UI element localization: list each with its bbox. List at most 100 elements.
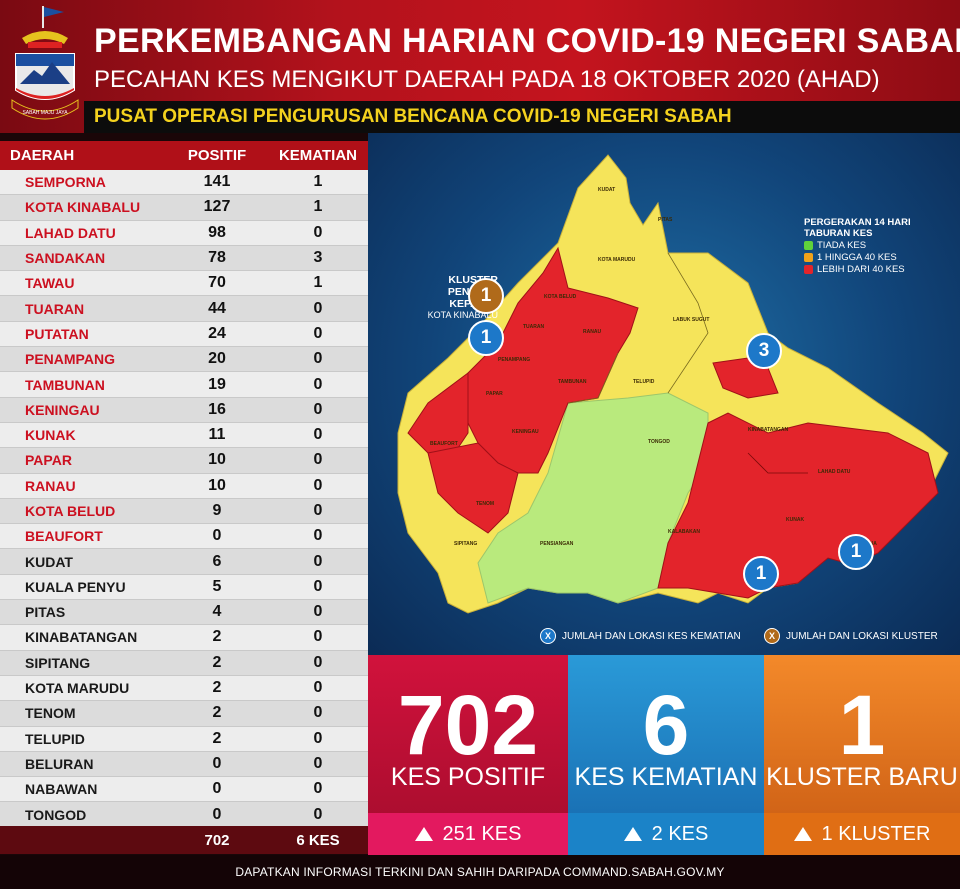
district-name: KUDAT <box>25 553 73 570</box>
table-row: SEMPORNA 141 1 <box>0 170 368 196</box>
positif-count: 2 <box>212 704 222 722</box>
label-tenom: TENOM <box>476 501 494 507</box>
table-row: NABAWAN 0 0 <box>0 777 368 803</box>
label-pitas: PITAS <box>658 217 673 223</box>
table-row: LAHAD DATU 98 0 <box>0 220 368 246</box>
table-row: PITAS 4 0 <box>0 600 368 626</box>
stat-kluster: 1 KLUSTER BARU 1 KLUSTER <box>764 655 960 855</box>
district-name: KOTA MARUDU <box>25 680 130 697</box>
district-name: NABAWAN <box>25 781 98 798</box>
kematian-count: 1 <box>313 173 323 191</box>
cluster-marker-kepayan[interactable]: 1 <box>468 278 504 314</box>
positif-count: 0 <box>212 754 222 772</box>
label-keningau: KENINGAU <box>512 429 539 435</box>
positif-count: 0 <box>212 527 222 545</box>
kematian-count: 0 <box>313 426 323 444</box>
positif-count: 16 <box>208 400 226 418</box>
note-cluster-locations: X JUMLAH DAN LOKASI KLUSTER <box>764 628 938 644</box>
table-row: TAMBUNAN 19 0 <box>0 372 368 398</box>
legend-swatch-icon <box>804 265 813 274</box>
page-subtitle: PECAHAN KES MENGIKUT DAERAH PADA 18 OKTO… <box>94 66 880 93</box>
positif-count: 78 <box>208 249 226 267</box>
positif-count: 127 <box>203 198 231 216</box>
up-arrow-icon <box>793 827 812 841</box>
table-row: PAPAR 10 0 <box>0 448 368 474</box>
note-death-locations: X JUMLAH DAN LOKASI KES KEMATIAN <box>540 628 741 644</box>
table-row: RANAU 10 0 <box>0 473 368 499</box>
legend-swatch-icon <box>804 253 813 262</box>
table-row: KOTA MARUDU 2 0 <box>0 675 368 702</box>
kematian-count: 0 <box>313 375 323 393</box>
col-header-positif: POSITIF <box>187 147 247 164</box>
sabah-map: KUDAT PITAS KOTA MARUDU KOTA BELUD TUARA… <box>368 133 960 655</box>
district-name: KUALA PENYU <box>25 578 126 595</box>
stat-positif-delta: 251 KES <box>368 813 568 855</box>
positif-count: 5 <box>212 577 222 595</box>
kematian-count: 0 <box>313 324 323 342</box>
map-legend: PERGERAKAN 14 HARI TABURAN KES TIADA KES… <box>804 217 911 275</box>
death-marker-semporna[interactable]: 1 <box>838 534 874 570</box>
district-name: TONGOD <box>25 806 87 823</box>
summary-stats: 702 KES POSITIF 251 KES 6 KES KEMATIAN 2… <box>368 655 960 855</box>
table-row: TUARAN 44 0 <box>0 296 368 322</box>
label-kunak: KUNAK <box>786 517 804 523</box>
label-kalabakan: KALABAKAN <box>668 529 700 535</box>
district-name: KINABATANGAN <box>25 629 138 646</box>
district-name: TENOM <box>25 705 76 722</box>
table-row: BEAUFORT 0 0 <box>0 524 368 550</box>
kematian-count: 0 <box>313 552 323 570</box>
district-name: KUNAK <box>25 427 76 444</box>
up-arrow-icon <box>414 827 433 841</box>
kematian-count: 0 <box>313 805 323 823</box>
table-row: TENOM 2 0 <box>0 701 368 727</box>
positif-count: 2 <box>212 729 222 747</box>
col-header-kematian: KEMATIAN <box>278 147 358 164</box>
table-row: KINABATANGAN 2 0 <box>0 625 368 651</box>
district-name: BEAUFORT <box>25 528 103 545</box>
positif-count: 2 <box>212 628 222 646</box>
kematian-count: 0 <box>313 653 323 671</box>
district-name: LAHAD DATU <box>25 224 116 241</box>
kematian-count: 1 <box>313 274 323 292</box>
label-telupid: TELUPID <box>633 379 655 385</box>
agency-banner: PUSAT OPERASI PENGURUSAN BENCANA COVID-1… <box>84 101 960 133</box>
label-tambunan: TAMBUNAN <box>558 379 587 385</box>
positif-count: 24 <box>208 324 226 342</box>
table-row: SANDAKAN 78 3 <box>0 245 368 272</box>
death-marker-sandakan[interactable]: 3 <box>746 333 782 369</box>
death-marker-tawau[interactable]: 1 <box>743 556 779 592</box>
label-beaufort: BEAUFORT <box>430 441 458 447</box>
positif-count: 2 <box>212 679 222 697</box>
district-name: TELUPID <box>25 730 85 747</box>
kematian-count: 0 <box>313 476 323 494</box>
legend-swatch-icon <box>804 241 813 250</box>
positif-count: 4 <box>212 603 222 621</box>
kematian-count: 0 <box>313 679 323 697</box>
kematian-count: 0 <box>313 729 323 747</box>
stat-positif: 702 KES POSITIF 251 KES <box>368 655 568 855</box>
kematian-count: 0 <box>313 527 323 545</box>
district-name: KOTA KINABALU <box>25 199 141 216</box>
stat-kluster-value: 1 <box>838 678 886 772</box>
kematian-count: 0 <box>313 754 323 772</box>
legend-title: PERGERAKAN 14 HARI <box>804 217 911 228</box>
table-row: SIPITANG 2 0 <box>0 650 368 676</box>
label-labuk-sugut: LABUK SUGUT <box>673 317 709 323</box>
kematian-count: 0 <box>313 451 323 469</box>
label-pensiangan: PENSIANGAN <box>540 541 574 547</box>
kematian-count: 0 <box>313 400 323 418</box>
kematian-count: 0 <box>313 223 323 241</box>
district-name: PAPAR <box>25 452 72 469</box>
sabah-map-graphic: KUDAT PITAS KOTA MARUDU KOTA BELUD TUARA… <box>397 154 949 614</box>
kematian-count: 0 <box>313 350 323 368</box>
page-title: PERKEMBANGAN HARIAN COVID-19 NEGERI SABA… <box>94 22 960 60</box>
kematian-count: 0 <box>313 299 323 317</box>
svg-text:SABAH MAJU JAYA: SABAH MAJU JAYA <box>22 110 68 116</box>
death-marker-kota-kinabalu[interactable]: 1 <box>468 320 504 356</box>
table-row: KOTA BELUD 9 0 <box>0 498 368 525</box>
district-name: TUARAN <box>25 300 85 317</box>
table-total-row: 702 6 KES <box>0 826 368 854</box>
stat-kematian: 6 KES KEMATIAN 2 KES <box>568 655 764 855</box>
label-kinabatangan: KINABATANGAN <box>748 427 788 433</box>
kematian-count: 0 <box>313 704 323 722</box>
